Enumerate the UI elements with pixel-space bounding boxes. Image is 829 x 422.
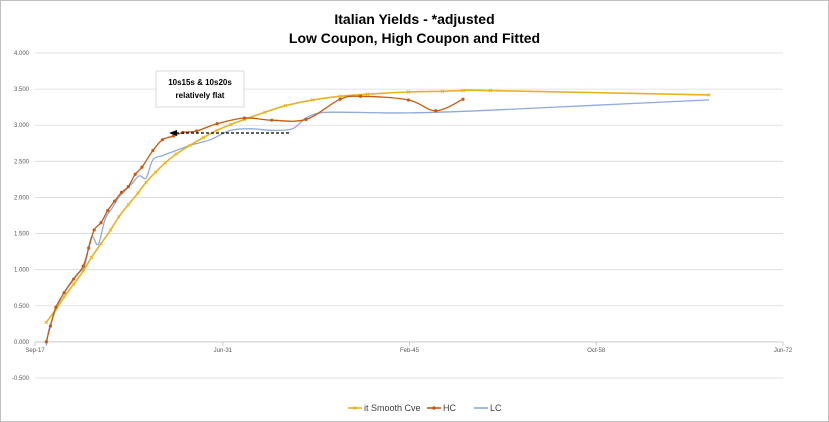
data-point-hc — [358, 94, 363, 98]
chart-title-block: Italian Yields - *adjusted Low Coupon, H… — [0, 10, 829, 48]
data-point-it-smooth-cve — [338, 94, 342, 99]
data-point-hc — [62, 291, 66, 295]
data-point-it-smooth-cve — [406, 90, 411, 94]
y-tick-label: 4.000 — [14, 51, 30, 57]
gridlines — [35, 52, 783, 379]
data-point-it-smooth-cve — [136, 191, 140, 195]
legend-label-lc: LC — [490, 403, 502, 413]
data-point-hc — [99, 221, 103, 225]
data-point-it-smooth-cve — [215, 128, 219, 133]
data-point-hc — [338, 97, 342, 101]
legend-label-hc: HC — [443, 403, 456, 413]
data-point-it-smooth-cve — [488, 88, 493, 93]
legend-marker-hc — [432, 406, 436, 410]
data-point-it-smooth-cve — [44, 320, 49, 325]
data-point-hc — [92, 228, 96, 232]
chart-title: Italian Yields - *adjusted — [334, 11, 495, 27]
data-point-it-smooth-cve — [81, 269, 86, 273]
data-point-it-smooth-cve — [71, 282, 76, 286]
data-point-it-smooth-cve — [263, 110, 267, 115]
data-point-it-smooth-cve — [228, 122, 233, 127]
data-point-it-smooth-cve — [201, 135, 206, 140]
x-tick-label: Feb-45 — [400, 348, 420, 354]
y-tick-label: 2.000 — [14, 195, 30, 201]
data-point-hc — [87, 246, 91, 250]
annotation-line-1: 10s15s & 10s20s — [168, 78, 232, 87]
data-point-hc — [406, 98, 410, 102]
x-tick-label: Jun-31 — [214, 348, 233, 354]
series-line-hc — [45, 95, 464, 343]
data-point-hc — [133, 172, 137, 176]
data-point-hc — [106, 208, 110, 213]
annotation-arrow-head — [169, 130, 177, 136]
chart-subtitle: Low Coupon, High Coupon and Fitted — [288, 30, 541, 46]
data-point-hc — [119, 190, 124, 194]
data-point-it-smooth-cve — [116, 215, 121, 219]
data-point-it-smooth-cve — [153, 170, 158, 174]
data-point-it-smooth-cve — [187, 143, 192, 148]
data-point-hc — [242, 116, 247, 120]
data-point-it-smooth-cve — [62, 295, 66, 299]
data-point-hc — [151, 148, 155, 153]
y-tick-label: 1.000 — [14, 268, 30, 274]
data-point-it-smooth-cve — [440, 89, 445, 94]
series-layer — [44, 88, 711, 346]
annotation-group: 10s15s & 10s20s relatively flat — [155, 70, 289, 136]
y-tick-label: -0.500 — [12, 376, 30, 382]
data-point-hc — [171, 134, 175, 138]
data-point-it-smooth-cve — [707, 93, 711, 97]
data-point-hc — [160, 138, 165, 142]
data-point-hc — [44, 340, 48, 344]
data-point-hc — [81, 264, 85, 268]
data-point-it-smooth-cve — [365, 92, 370, 96]
data-point-it-smooth-cve — [144, 180, 148, 185]
data-point-it-smooth-cve — [99, 241, 103, 246]
legend: it Smooth Cve HC LC — [348, 403, 502, 413]
annotation-line-2: relatively flat — [176, 91, 225, 100]
data-point-it-smooth-cve — [126, 202, 131, 207]
data-point-hc — [461, 97, 465, 101]
x-tick-label: Sep-17 — [25, 348, 45, 354]
x-tick-label: Jun-72 — [774, 348, 793, 354]
legend-marker-it-smooth-cve — [353, 406, 357, 410]
data-point-hc — [54, 305, 58, 309]
data-point-it-smooth-cve — [461, 88, 465, 93]
data-point-hc — [126, 185, 130, 189]
data-point-hc — [48, 324, 53, 328]
data-point-it-smooth-cve — [310, 98, 315, 102]
y-tick-label: 3.500 — [14, 87, 30, 93]
data-point-hc — [434, 109, 438, 113]
data-point-it-smooth-cve — [108, 228, 113, 232]
y-tick-label: 0.000 — [14, 340, 30, 346]
data-point-hc — [215, 122, 219, 126]
data-point-it-smooth-cve — [89, 255, 94, 260]
annotation-box — [155, 70, 245, 108]
data-point-hc — [195, 129, 199, 133]
y-tick-label: 3.000 — [14, 123, 30, 129]
data-point-hc — [304, 117, 308, 122]
series-line-lc — [45, 99, 710, 346]
data-point-it-smooth-cve — [283, 103, 288, 108]
data-point-it-smooth-cve — [174, 152, 178, 156]
y-tick-label: 0.500 — [14, 304, 30, 310]
data-point-it-smooth-cve — [163, 160, 168, 165]
legend-label-it-smooth-cve: it Smooth Cve — [364, 403, 421, 413]
data-point-hc — [270, 118, 274, 122]
x-tick-label: Oct-58 — [587, 348, 606, 354]
y-tick-label: 2.500 — [14, 159, 30, 165]
y-tick-label: 1.500 — [14, 232, 30, 238]
axes: -0.500 0.000 0.500 1.000 1.500 2.000 2.500 3.00… — [12, 51, 793, 382]
data-point-hc — [72, 277, 76, 281]
data-point-hc — [113, 199, 117, 203]
data-point-hc — [140, 165, 144, 169]
